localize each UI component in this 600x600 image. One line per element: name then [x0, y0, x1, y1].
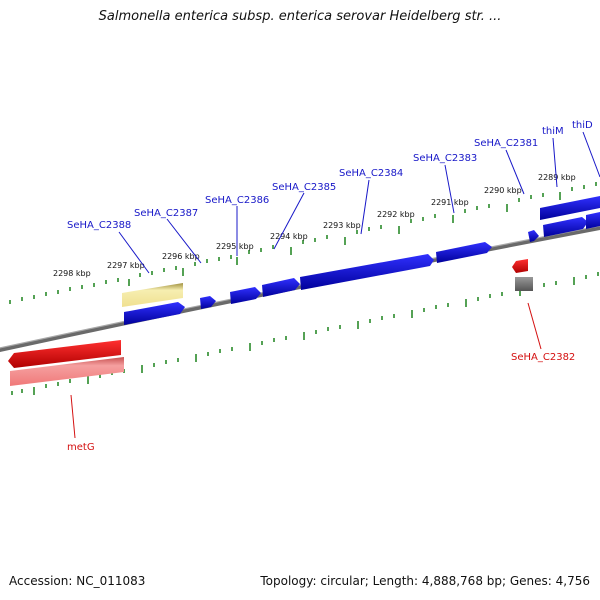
gene-metG[interactable] — [8, 340, 121, 368]
gene-metG-block[interactable] — [10, 357, 124, 386]
reverse-gene-labels: SeHA_C2382 metG — [67, 352, 575, 453]
genome-backbone — [0, 225, 600, 352]
tick-label: 2290 kbp — [484, 186, 522, 195]
tick-label: 2298 kbp — [53, 269, 91, 278]
label-connector — [552, 137, 558, 188]
tick-label: 2291 kbp — [431, 198, 469, 207]
gene-label-SeHA_C2386[interactable]: SeHA_C2386 — [205, 195, 269, 206]
tick-label: 2297 kbp — [107, 261, 145, 270]
gene-thiD-part[interactable] — [586, 212, 600, 229]
reverse-genes — [8, 259, 533, 386]
genome-summary-text: Topology: circular; Length: 4,888,768 bp… — [260, 574, 590, 588]
gene-label-SeHA_C2381[interactable]: SeHA_C2381 — [474, 138, 538, 149]
lower-tick-row — [11, 272, 599, 395]
gene-SeHA_C2382[interactable] — [512, 259, 528, 273]
forward-genes — [122, 196, 600, 325]
accession-text: Accession: NC_011083 — [9, 574, 146, 588]
gene-label-SeHA_C2387[interactable]: SeHA_C2387 — [134, 208, 198, 219]
label-connector — [166, 218, 202, 264]
gene-SeHA_C2388[interactable] — [124, 302, 185, 325]
tick-label: 2296 kbp — [162, 252, 200, 261]
label-connector — [505, 149, 525, 195]
gene-thiD[interactable] — [540, 196, 600, 220]
label-connector — [118, 231, 150, 274]
label-connector — [70, 394, 76, 439]
gene-SeHA_C2383[interactable] — [436, 242, 492, 263]
upper-tick-row — [9, 182, 597, 304]
tick-label: 2295 kbp — [216, 242, 254, 251]
gene-label-SeHA_C2382[interactable]: SeHA_C2382 — [511, 352, 575, 363]
tick-label: 2293 kbp — [323, 221, 361, 230]
gene-label-metG[interactable]: metG — [67, 442, 95, 453]
gene-label-SeHA_C2385[interactable]: SeHA_C2385 — [272, 182, 336, 193]
genome-backbone-highlight — [0, 225, 600, 349]
label-connector — [527, 302, 542, 350]
gene-label-thiD[interactable]: thiD — [572, 120, 593, 131]
tick-label: 2289 kbp — [538, 173, 576, 182]
gene-SeHA_C2385[interactable] — [262, 278, 300, 297]
forward-label-connectors — [118, 131, 600, 274]
label-connector — [360, 179, 370, 235]
gene-SeHA_C2384[interactable] — [300, 254, 434, 290]
tick-labels: 2298 kbp 2297 kbp 2296 kbp 2295 kbp 2294… — [53, 173, 576, 278]
gene-label-thiM[interactable]: thiM — [542, 126, 564, 137]
label-connector — [582, 131, 600, 178]
tick-label: 2294 kbp — [270, 232, 308, 241]
gene-label-SeHA_C2388[interactable]: SeHA_C2388 — [67, 220, 131, 231]
gene-SeHA_C2382-block[interactable] — [515, 277, 533, 291]
forward-gene-labels: SeHA_C2388 SeHA_C2387 SeHA_C2386 SeHA_C2… — [67, 120, 593, 231]
gene-SeHA_C2386[interactable] — [230, 287, 261, 304]
reverse-label-connectors — [70, 302, 542, 439]
gene-label-SeHA_C2384[interactable]: SeHA_C2384 — [339, 168, 403, 179]
gene-thiM[interactable] — [543, 217, 588, 237]
gene-SeHA_C2388-block[interactable] — [122, 283, 183, 307]
label-connector — [444, 164, 455, 214]
tick-label: 2292 kbp — [377, 210, 415, 219]
label-connector — [273, 192, 305, 250]
map-title: Salmonella enterica subsp. enterica sero… — [98, 9, 502, 24]
gene-SeHA_C2387[interactable] — [200, 296, 216, 309]
gene-label-SeHA_C2383[interactable]: SeHA_C2383 — [413, 153, 477, 164]
gene-SeHA_C2381[interactable] — [528, 230, 539, 242]
